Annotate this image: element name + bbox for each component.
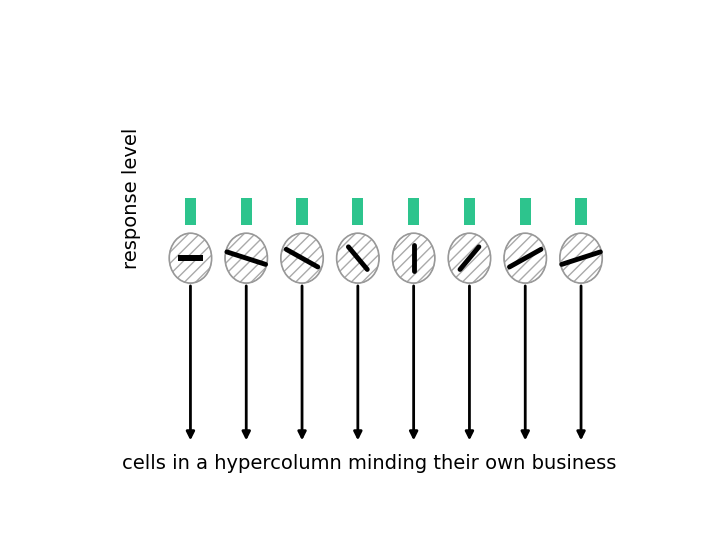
Ellipse shape — [281, 233, 323, 283]
Bar — [297, 198, 307, 225]
Bar — [178, 255, 203, 261]
Bar — [240, 198, 252, 225]
Ellipse shape — [225, 233, 267, 283]
Ellipse shape — [337, 233, 379, 283]
Ellipse shape — [560, 233, 602, 283]
Bar — [185, 198, 196, 225]
Text: response level: response level — [122, 127, 141, 268]
Bar — [352, 198, 364, 225]
Ellipse shape — [504, 233, 546, 283]
Text: cells in a hypercolumn minding their own business: cells in a hypercolumn minding their own… — [122, 455, 616, 474]
Bar — [575, 198, 587, 225]
Ellipse shape — [392, 233, 435, 283]
Bar — [408, 198, 419, 225]
Ellipse shape — [169, 233, 212, 283]
Bar — [464, 198, 475, 225]
Ellipse shape — [449, 233, 490, 283]
Bar — [520, 198, 531, 225]
